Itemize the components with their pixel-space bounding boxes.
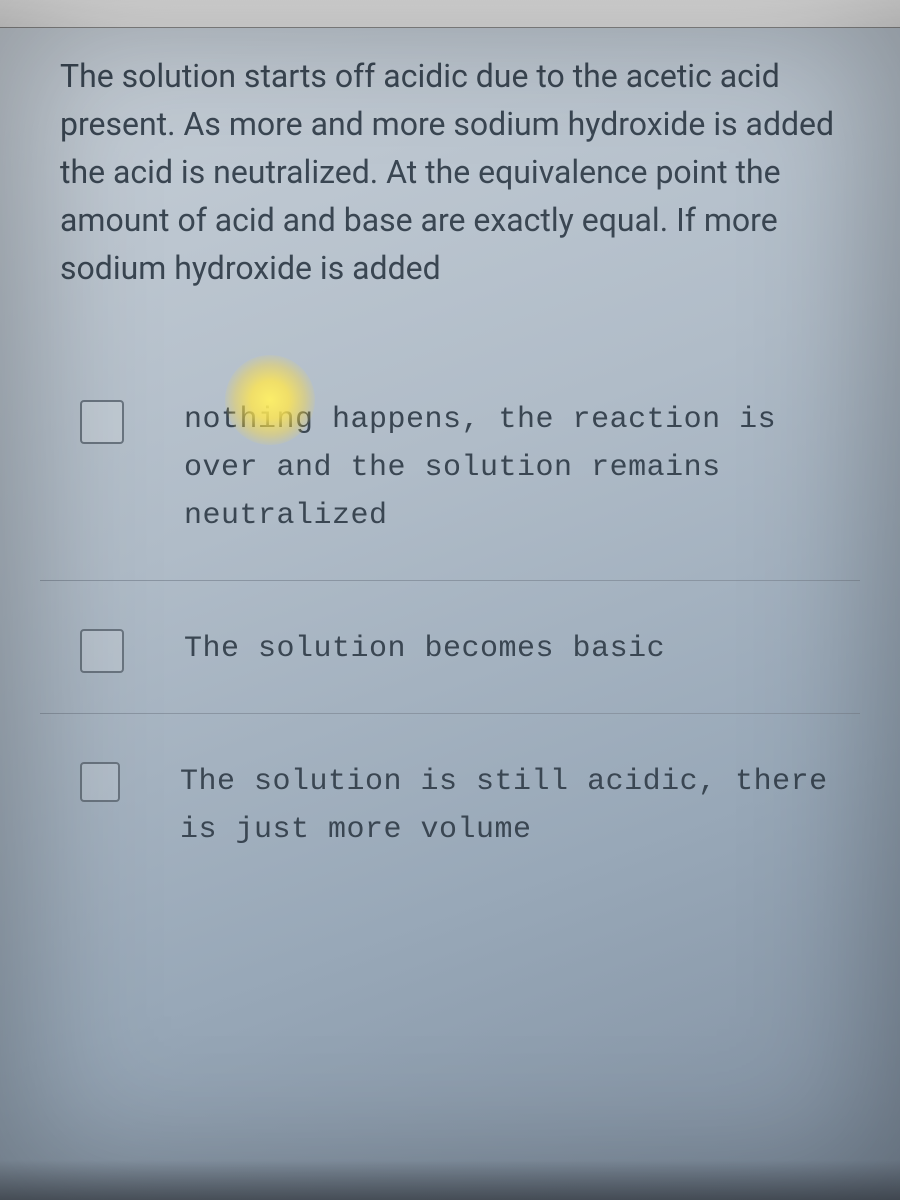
option-text-1: nothing happens, the reaction is over an…: [184, 392, 840, 540]
checkbox-option-3[interactable]: [80, 762, 120, 802]
option-row-1: nothing happens, the reaction is over an…: [40, 352, 860, 581]
option-text-2: The solution becomes basic: [184, 621, 665, 673]
question-text: The solution starts off acidic due to th…: [60, 52, 860, 292]
checkbox-option-2[interactable]: [80, 629, 124, 673]
option-text-3: The solution is still acidic, there is j…: [180, 754, 840, 854]
option-row-3: The solution is still acidic, there is j…: [40, 714, 860, 894]
quiz-content: The solution starts off acidic due to th…: [0, 28, 900, 894]
window-top-bar: [0, 0, 900, 28]
checkbox-option-1[interactable]: [80, 400, 124, 444]
bottom-shadow: [0, 1160, 900, 1200]
options-list: nothing happens, the reaction is over an…: [40, 352, 860, 894]
option-row-2: The solution becomes basic: [40, 581, 860, 714]
